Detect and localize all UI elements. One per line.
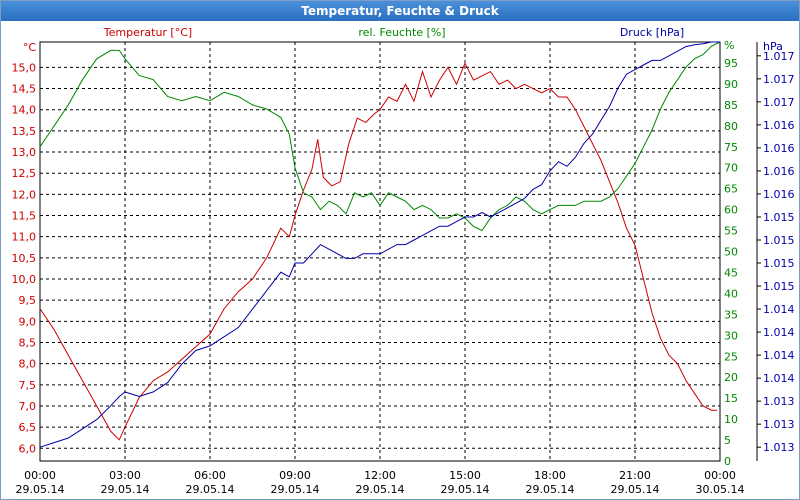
- pressure-tick-label: 1.016: [763, 142, 795, 155]
- humidity-tick-label: 35: [724, 308, 738, 321]
- pressure-tick-label: 1.014: [763, 349, 795, 362]
- temperature-tick-label: 7,5: [19, 379, 37, 392]
- humidity-tick-label: 10: [724, 413, 738, 426]
- series-line-pressure: [39, 41, 720, 448]
- series-line-humidity: [39, 41, 721, 232]
- humidity-tick-label: 80: [724, 120, 738, 133]
- humidity-tick-label: 30: [724, 329, 738, 342]
- pressure-unit: hPa: [763, 40, 783, 53]
- humidity-tick-label: 55: [724, 225, 738, 238]
- temperature-tick-label: 14,5: [12, 83, 37, 96]
- x-tick-date: 29.05.14: [611, 483, 660, 496]
- humidity-tick-label: 90: [724, 78, 738, 91]
- humidity-tick-label: 15: [724, 392, 738, 405]
- pressure-tick-label: 1.016: [763, 165, 795, 178]
- humidity-tick-label: 5: [724, 434, 731, 447]
- x-tick-date: 29.05.14: [356, 483, 405, 496]
- x-tick-time: 15:00: [449, 469, 481, 482]
- temperature-tick-label: 9,5: [19, 294, 37, 307]
- temperature-tick-label: 13,5: [12, 125, 37, 138]
- temperature-axis-title: Temperatur [°C]: [103, 26, 192, 39]
- x-tick-date: 30.05.14: [696, 483, 745, 496]
- temperature-tick-label: 11,5: [12, 210, 37, 223]
- humidity-tick-label: 95: [724, 57, 738, 70]
- humidity-tick-label: 20: [724, 371, 738, 384]
- pressure-tick-label: 1.016: [763, 119, 795, 132]
- x-tick-date: 29.05.14: [186, 483, 235, 496]
- humidity-unit: %: [724, 39, 734, 52]
- pressure-tick-label: 1.015: [763, 257, 795, 270]
- x-tick-time: 00:00: [704, 469, 736, 482]
- pressure-tick-label: 1.016: [763, 188, 795, 201]
- humidity-tick-label: 0: [724, 455, 731, 468]
- time-axis: 00:0029.05.1403:0029.05.1406:0029.05.140…: [16, 469, 745, 496]
- pressure-tick-label: 1.014: [763, 326, 795, 339]
- temperature-unit: °C: [23, 41, 37, 54]
- humidity-tick-label: 85: [724, 99, 738, 112]
- temperature-tick-label: 10,0: [12, 273, 37, 286]
- x-tick-date: 29.05.14: [101, 483, 150, 496]
- x-tick-time: 00:00: [24, 469, 56, 482]
- x-tick-date: 29.05.14: [526, 483, 575, 496]
- pressure-tick-label: 1.017: [763, 73, 795, 86]
- x-tick-date: 29.05.14: [16, 483, 65, 496]
- pressure-tick-label: 1.013: [763, 395, 795, 408]
- humidity-tick-label: 65: [724, 183, 738, 196]
- chart-title: Temperatur, Feuchte & Druck: [1, 1, 799, 21]
- humidity-tick-label: 40: [724, 287, 738, 300]
- temperature-tick-label: 15,0: [12, 61, 37, 74]
- humidity-tick-label: 45: [724, 266, 738, 279]
- pressure-axis-title: Druck [hPa]: [620, 26, 684, 39]
- series-line-temperature: [39, 61, 718, 441]
- temperature-tick-label: 8,5: [19, 336, 37, 349]
- x-tick-time: 21:00: [619, 469, 651, 482]
- pressure-axis: 1.013 1.013 1.013 1.014 1.014 1.014 1.014 1.015…: [756, 40, 795, 461]
- humidity-tick-label: 70: [724, 162, 738, 175]
- pressure-tick-label: 1.015: [763, 211, 795, 224]
- x-tick-time: 03:00: [109, 469, 141, 482]
- pressure-tick-label: 1.013: [763, 418, 795, 431]
- x-tick-time: 06:00: [194, 469, 226, 482]
- temperature-tick-label: 6,0: [19, 442, 37, 455]
- pressure-tick-label: 1.017: [763, 96, 795, 109]
- x-tick-time: 09:00: [279, 469, 311, 482]
- pressure-tick-label: 1.017: [763, 50, 795, 63]
- temperature-tick-label: 11,0: [12, 231, 37, 244]
- humidity-tick-label: 75: [724, 141, 738, 154]
- temperature-tick-label: 10,5: [12, 252, 37, 265]
- temperature-tick-label: 12,0: [12, 188, 37, 201]
- temperature-axis: 6,0 6,5 7,0 7,5 8,0 8,5 9,0 9,5 10,0 10,5 11,0 11,5…: [12, 41, 37, 455]
- humidity-tick-label: 25: [724, 350, 738, 363]
- pressure-tick-label: 1.013: [763, 441, 795, 454]
- temperature-tick-label: 12,5: [12, 167, 37, 180]
- pressure-tick-label: 1.015: [763, 234, 795, 247]
- x-tick-date: 29.05.14: [271, 483, 320, 496]
- temperature-tick-label: 8,0: [19, 358, 37, 371]
- temperature-tick-label: 6,5: [19, 421, 37, 434]
- axis-titles: Temperatur [°C] rel. Feuchte [%] Druck [hP…: [103, 26, 684, 39]
- humidity-axis: 0 5 10 15 20 25 30 35 40 45 50 55 60 65 70 75 80 85 90 95%: [724, 39, 738, 468]
- gridlines: [40, 42, 720, 461]
- pressure-tick-label: 1.015: [763, 280, 795, 293]
- x-tick-time: 12:00: [364, 469, 396, 482]
- humidity-tick-label: 50: [724, 246, 738, 259]
- humidity-tick-label: 60: [724, 204, 738, 217]
- x-tick-time: 18:00: [534, 469, 566, 482]
- temperature-tick-label: 14,0: [12, 104, 37, 117]
- humidity-axis-title: rel. Feuchte [%]: [358, 26, 445, 39]
- pressure-tick-label: 1.014: [763, 372, 795, 385]
- pressure-tick-label: 1.014: [763, 303, 795, 316]
- temperature-tick-label: 13,0: [12, 146, 37, 159]
- series-lines: [39, 41, 721, 448]
- temperature-tick-label: 9,0: [19, 315, 37, 328]
- x-tick-date: 29.05.14: [441, 483, 490, 496]
- temperature-tick-label: 7,0: [19, 400, 37, 413]
